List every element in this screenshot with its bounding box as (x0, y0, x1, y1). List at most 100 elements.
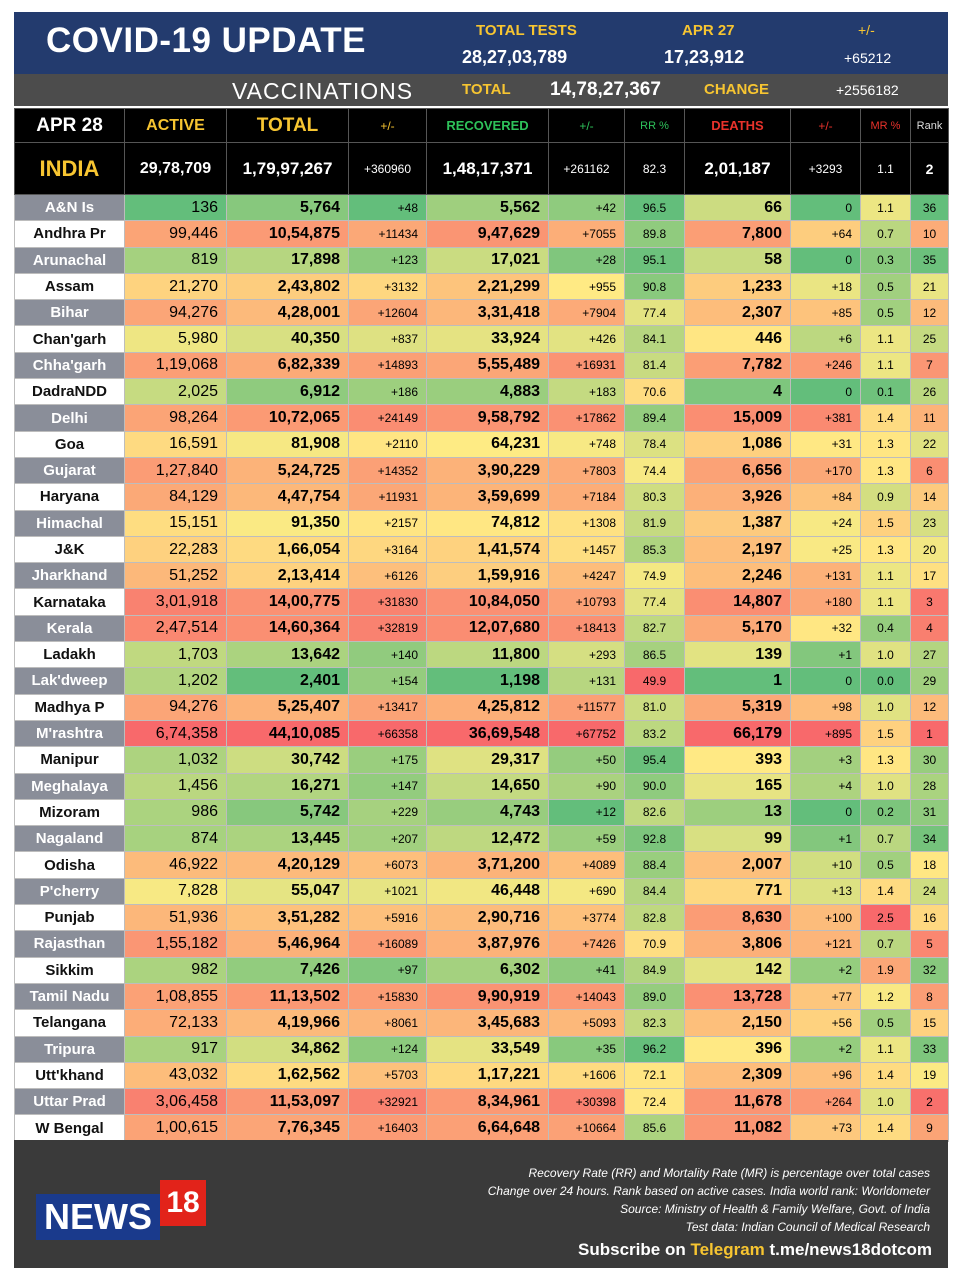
cell-recovered-change: +183 (548, 378, 625, 406)
cell-rr: 81.4 (624, 351, 685, 380)
subscribe-line[interactable]: Subscribe on Telegram t.me/news18dotcom (578, 1240, 932, 1260)
cell-mr: 1.3 (860, 535, 911, 564)
logo-18-badge: 18 (160, 1180, 206, 1226)
cell-rr: 70.6 (624, 378, 685, 406)
cell-recovered: 4,25,812 (426, 693, 549, 721)
table-row: Jharkhand 51,252 2,13,414 +6126 1,59,916 +424… (14, 562, 949, 590)
subscribe-prefix: Subscribe on (578, 1240, 691, 1259)
cell-recovered-change: +30398 (548, 1088, 625, 1116)
cell-recovered-change: +293 (548, 641, 625, 669)
cell-rr: 84.9 (624, 956, 685, 984)
table-row: Nagaland 874 13,445 +207 12,472 +59 92.8 99 +1 0.… (14, 825, 949, 853)
cell-deaths-change: +25 (790, 535, 861, 564)
cell-total-change: +8061 (348, 1009, 427, 1037)
cell-rr: 82.8 (624, 904, 685, 932)
cell-recovered-change: +11577 (548, 693, 625, 721)
cell-rr: 78.4 (624, 430, 685, 458)
table-row: Lak'dweep 1,202 2,401 +154 1,198 +131 49.9 1 0 0.… (14, 667, 949, 695)
cell-name: Karnataka (14, 588, 125, 616)
cell-deaths: 13,728 (684, 982, 791, 1011)
cell-deaths: 5,319 (684, 693, 791, 721)
cell-active: 1,27,840 (124, 456, 227, 485)
cell-recovered-change: +18413 (548, 614, 625, 643)
cell-rank: 35 (910, 246, 949, 274)
cell-deaths-change: +84 (790, 483, 861, 511)
india-mr: 1.1 (860, 142, 911, 195)
cell-name: Kerala (14, 614, 125, 643)
cell-active: 94,276 (124, 299, 227, 327)
cell-active: 21,270 (124, 272, 227, 301)
table-row: Ladakh 1,703 13,642 +140 11,800 +293 86.5 139 +1… (14, 641, 949, 669)
cell-name: Delhi (14, 404, 125, 432)
tests-change-value: +65212 (844, 50, 892, 66)
cell-mr: 2.5 (860, 904, 911, 932)
table-row: Goa 16,591 81,908 +2110 64,231 +748 78.4 1,086 +… (14, 430, 949, 458)
india-rank: 2 (910, 142, 949, 195)
cell-name: Gujarat (14, 456, 125, 485)
cell-total: 1,66,054 (226, 535, 349, 564)
cell-rank: 5 (910, 930, 949, 958)
vaccinations-banner: VACCINATIONS TOTAL 14,78,27,367 CHANGE +… (14, 74, 948, 106)
cell-name: M'rashtra (14, 719, 125, 748)
cell-total: 4,47,754 (226, 483, 349, 511)
state-data-table: APR 28 ACTIVE TOTAL +/- RECOVERED +/- RR… (14, 108, 949, 1142)
cell-total: 5,764 (226, 193, 349, 222)
cell-deaths-change: +18 (790, 272, 861, 301)
cell-total: 2,401 (226, 667, 349, 695)
cell-mr: 1.5 (860, 719, 911, 748)
telegram-link[interactable]: t.me/news18dotcom (764, 1240, 933, 1259)
cell-name: Mizoram (14, 798, 125, 827)
cell-recovered: 33,549 (426, 1035, 549, 1063)
india-deaths-change: +3293 (790, 142, 861, 195)
cell-deaths-change: +264 (790, 1088, 861, 1116)
cell-recovered-change: +3774 (548, 904, 625, 932)
page-title: COVID-19 UPDATE (46, 21, 366, 60)
cell-name: Himachal (14, 509, 125, 537)
cell-recovered: 11,800 (426, 641, 549, 669)
cell-rr: 88.4 (624, 851, 685, 879)
table-row: DadraNDD 2,025 6,912 +186 4,883 +183 70.6 4 0 0.1… (14, 378, 949, 406)
cell-active: 917 (124, 1035, 227, 1063)
cell-total-change: +31830 (348, 588, 427, 616)
cell-name: Telangana (14, 1009, 125, 1037)
cell-active: 982 (124, 956, 227, 984)
cell-rr: 77.4 (624, 588, 685, 616)
cell-mr: 1.3 (860, 746, 911, 774)
india-total: 1,79,97,267 (226, 142, 349, 195)
cell-mr: 1.3 (860, 456, 911, 485)
cell-total: 5,24,725 (226, 456, 349, 485)
cell-rr: 84.4 (624, 877, 685, 906)
cell-deaths: 6,656 (684, 456, 791, 485)
cell-deaths-change: +98 (790, 693, 861, 721)
cell-active: 1,08,855 (124, 982, 227, 1011)
cell-name: W Bengal (14, 1114, 125, 1142)
cell-active: 986 (124, 798, 227, 827)
cell-rank: 21 (910, 272, 949, 301)
cell-rank: 33 (910, 1035, 949, 1063)
india-recovered-change: +261162 (548, 142, 625, 195)
cell-recovered-change: +1606 (548, 1061, 625, 1090)
cell-recovered: 12,07,680 (426, 614, 549, 643)
table-row: W Bengal 1,00,615 7,76,345 +16403 6,64,648 +1… (14, 1114, 949, 1142)
cell-name: Arunachal (14, 246, 125, 274)
cell-active: 7,828 (124, 877, 227, 906)
cell-active: 3,01,918 (124, 588, 227, 616)
cell-recovered-change: +7055 (548, 220, 625, 248)
cell-deaths-change: 0 (790, 798, 861, 827)
cell-active: 1,19,068 (124, 351, 227, 380)
cell-total-change: +11931 (348, 483, 427, 511)
cell-recovered: 4,883 (426, 378, 549, 406)
cell-recovered: 4,743 (426, 798, 549, 827)
table-row: Sikkim 982 7,426 +97 6,302 +41 84.9 142 +2 1.9 32 (14, 956, 949, 984)
cell-total: 4,19,966 (226, 1009, 349, 1037)
table-row: A&N Is 136 5,764 +48 5,562 +42 96.5 66 0 1.1 36 (14, 193, 949, 222)
cell-rank: 27 (910, 641, 949, 669)
cell-total-change: +229 (348, 798, 427, 827)
cell-name: Meghalaya (14, 772, 125, 800)
logo-news-text: NEWS (36, 1194, 160, 1240)
cell-deaths: 11,082 (684, 1114, 791, 1142)
total-tests-value: 28,27,03,789 (462, 47, 568, 67)
cell-rr: 74.4 (624, 456, 685, 485)
cell-rr: 49.9 (624, 667, 685, 695)
cell-rank: 26 (910, 378, 949, 406)
